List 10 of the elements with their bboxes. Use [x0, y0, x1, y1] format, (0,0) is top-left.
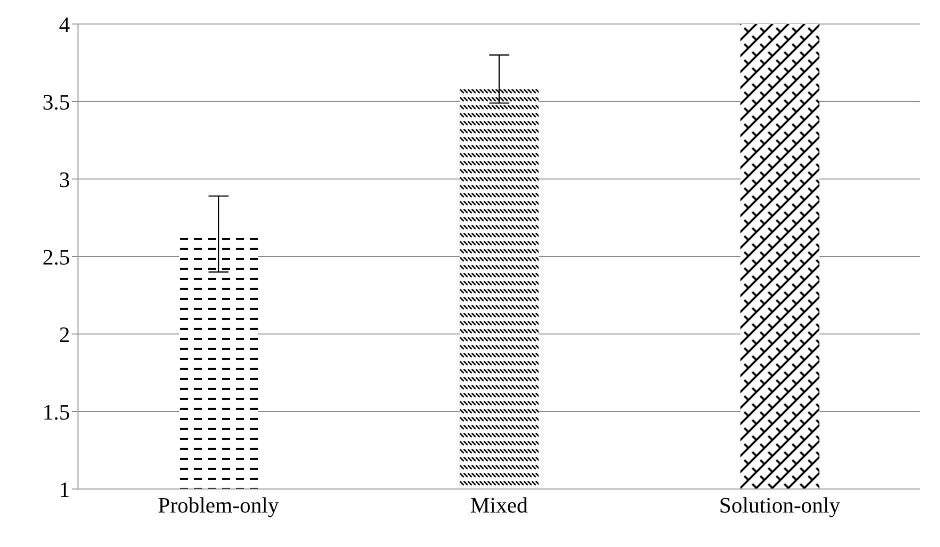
- x-tick-label: Problem-only: [158, 492, 279, 518]
- y-tick-label: 4: [59, 12, 70, 37]
- y-tick-label: 2.5: [42, 244, 70, 270]
- x-tick-label: Mixed: [470, 492, 528, 518]
- y-tick-label: 1.5: [42, 399, 70, 424]
- y-tick-label: 3: [59, 166, 70, 192]
- x-tick-label: Solution-only: [719, 492, 840, 518]
- y-tick-label: 3.5: [42, 89, 70, 114]
- y-tick-label: 2: [59, 322, 70, 347]
- y-tick-label: 1: [59, 476, 70, 502]
